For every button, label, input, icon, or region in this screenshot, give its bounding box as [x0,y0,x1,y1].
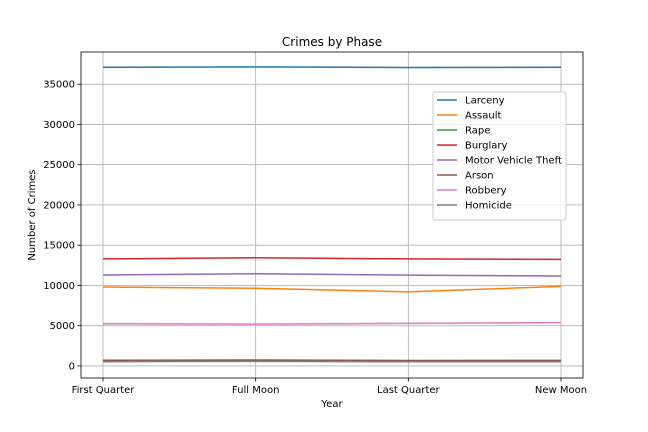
series-line-robbery [102,321,562,325]
axes-frame [80,51,584,379]
x-axis-ticks: First Quarter Full Moon Last Quarter New Mo… [72,378,587,396]
legend-label: Burglary [465,141,507,152]
legend-label: Assault [465,111,502,122]
y-tick-label: 5000 [50,321,75,332]
y-tick-label: 35000 [43,80,75,91]
x-tick-label: Last Quarter [377,385,441,396]
legend-label: Larceny [465,96,505,107]
series-line-assault [102,285,562,293]
y-tick-label: 25000 [43,160,75,171]
y-tick-label: 20000 [43,200,75,211]
x-tick-label: Full Moon [232,385,279,396]
y-tick-label: 30000 [43,120,75,131]
y-tick-label: 15000 [43,241,75,252]
legend-label: Homicide [465,201,512,212]
legend: Larceny Assault Rape Burglary Motor Vehicle … [432,91,567,221]
legend-label: Rape [465,126,490,137]
y-axis-label: Number of Crimes [27,169,38,260]
y-axis-ticks: 0 5000 10000 15000 20000 25000 30000 35000 [43,80,81,372]
chart-title: Crimes by Phase [282,35,382,49]
x-tick-label: First Quarter [72,385,136,396]
y-tick-label: 10000 [43,281,75,292]
x-axis-label: Year [320,399,343,410]
series-line-motor-vehicle-theft [102,273,562,277]
legend-label: Arson [465,171,494,182]
series-lines [102,66,562,363]
series-line-arson [102,359,562,362]
legend-label: Robbery [465,186,507,197]
legend-label: Motor Vehicle Theft [465,156,562,167]
legend-box [432,91,567,221]
x-tick-label: New Moon [535,385,587,396]
y-tick-label: 0 [69,361,75,372]
series-line-larceny [102,66,562,69]
series-line-burglary [102,256,562,261]
